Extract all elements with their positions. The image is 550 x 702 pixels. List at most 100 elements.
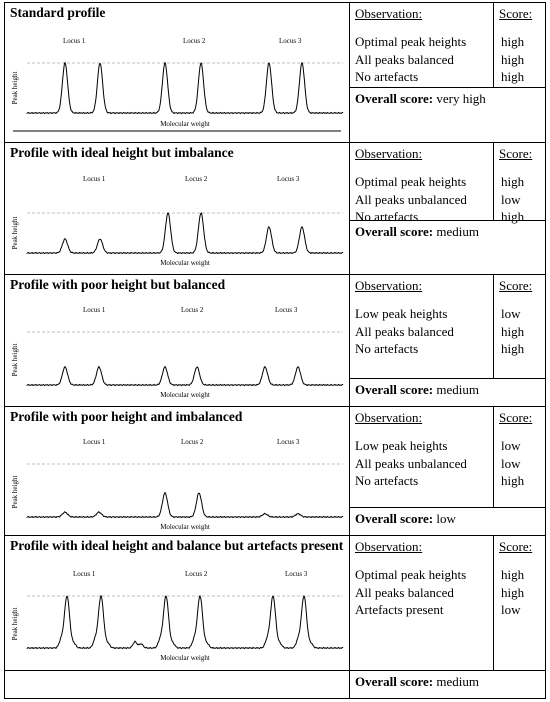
profile-cell: Profile with ideal height and balance bu… <box>5 536 350 698</box>
trace-line <box>26 594 344 650</box>
overall-score-cell: Overall score: medium <box>350 220 545 274</box>
score-cell: Score: high low high <box>494 143 545 224</box>
locus-label: Locus 1 <box>83 306 106 314</box>
overall-score-label: Overall score: <box>355 224 434 239</box>
observation-item: All peaks balanced <box>355 51 454 67</box>
overall-score-value: low <box>436 511 456 526</box>
observation-item: Optimal peak heights <box>355 34 467 49</box>
divider <box>5 670 349 671</box>
score-item: high <box>501 174 525 189</box>
score-header: Score: <box>499 539 533 554</box>
observation-header: Observation: <box>355 146 423 161</box>
score-item: high <box>501 69 525 84</box>
locus-label: Locus 2 <box>181 438 204 446</box>
profile-title: Profile with poor height and imbalanced <box>10 409 243 424</box>
observation-item: All peaks unbalanced <box>355 455 467 471</box>
observation-item: Low peak heights <box>355 438 448 453</box>
overall-score-value: medium <box>436 674 479 689</box>
overall-score-label: Overall score: <box>355 511 434 526</box>
y-axis-label: Peak height <box>11 344 19 377</box>
observation-item: Artefacts present <box>355 602 444 617</box>
observation-cell: Observation: Low peak heights All peaks … <box>350 275 494 378</box>
overall-score-cell: Overall score: low <box>350 507 545 535</box>
profile-cell: Standard profile Locus 1 Locus 2 Locus 3 Mo… <box>5 3 350 142</box>
profile-title: Standard profile <box>10 5 106 20</box>
locus-label: Locus 3 <box>277 175 300 183</box>
electropherogram: Locus 1 Locus 2 Locus 3 Molecular weight Pea… <box>11 306 344 399</box>
profile-title: Profile with ideal height and balance bu… <box>10 538 344 553</box>
locus-label: Locus 2 <box>185 570 208 578</box>
score-item: low <box>501 455 521 471</box>
score-item: high <box>501 473 525 488</box>
observation-item: Optimal peak heights <box>355 174 467 189</box>
observation-cell: Observation: Optimal peak heights All pe… <box>350 143 494 224</box>
score-header: Score: <box>499 146 533 161</box>
observation-header: Observation: <box>355 410 423 425</box>
table-row: Standard profile Locus 1 Locus 2 Locus 3 Mo… <box>5 3 545 143</box>
table-row: Profile with ideal height and balance bu… <box>5 536 545 698</box>
score-cell: Score: high high low <box>494 536 545 670</box>
score-item: low <box>501 602 521 617</box>
y-axis-label: Peak height <box>11 72 19 105</box>
observation-item: No artefacts <box>355 69 419 84</box>
observation-header: Observation: <box>355 539 423 554</box>
score-cell: Score: low high high <box>494 275 545 378</box>
score-item: high <box>501 341 525 356</box>
score-item: high <box>501 584 525 600</box>
profile-title: Profile with ideal height but imbalance <box>10 145 234 160</box>
profile-cell: Profile with ideal height but imbalance … <box>5 143 350 274</box>
locus-label: Locus 1 <box>73 570 96 578</box>
locus-label: Locus 2 <box>185 175 208 183</box>
y-axis-label: Peak height <box>11 217 19 250</box>
profile-table: Standard profile Locus 1 Locus 2 Locus 3 Mo… <box>4 2 546 699</box>
score-header: Score: <box>499 410 533 425</box>
observation-cell: Observation: Optimal peak heights All pe… <box>350 536 494 670</box>
overall-score-cell: Overall score: very high <box>350 87 545 142</box>
electropherogram: Locus 1 Locus 2 Locus 3 Molecular weight Pea… <box>11 175 344 267</box>
locus-label: Locus 1 <box>63 37 86 45</box>
electropherogram: Locus 1 Locus 2 Locus 3 Molecular weight Pea… <box>11 570 344 662</box>
score-item: high <box>501 323 525 339</box>
overall-score-value: very high <box>436 91 486 106</box>
score-item: low <box>501 438 521 453</box>
score-item: low <box>501 191 521 207</box>
observation-header: Observation: <box>355 6 423 21</box>
score-header: Score: <box>499 278 533 293</box>
score-cell: Score: high high high <box>494 3 545 87</box>
locus-label: Locus 1 <box>83 175 106 183</box>
overall-score-cell: Overall score: medium <box>350 378 545 406</box>
observation-cell: Observation: Optimal peak heights All pe… <box>350 3 494 87</box>
electropherogram: Locus 1 Locus 2 Locus 3 Molecular weight Pea… <box>11 438 344 531</box>
locus-label: Locus 1 <box>83 438 106 446</box>
profile-cell: Profile with poor height but balanced Lo… <box>5 275 350 406</box>
locus-label: Locus 2 <box>181 306 204 314</box>
observation-item: All peaks balanced <box>355 584 454 600</box>
overall-score-value: medium <box>436 382 479 397</box>
x-axis-label: Molecular weight <box>160 523 210 531</box>
locus-label: Locus 3 <box>279 37 302 45</box>
observation-item: No artefacts <box>355 341 419 356</box>
observation-item: No artefacts <box>355 473 419 488</box>
overall-score-value: medium <box>436 224 479 239</box>
profile-title: Profile with poor height but balanced <box>10 277 226 292</box>
locus-label: Locus 3 <box>285 570 308 578</box>
table-row: Profile with ideal height but imbalance … <box>5 143 545 275</box>
observation-cell: Observation: Low peak heights All peaks … <box>350 407 494 507</box>
score-item: low <box>501 306 521 321</box>
observation-item: All peaks balanced <box>355 323 454 339</box>
score-item: high <box>501 51 525 67</box>
observation-item: All peaks unbalanced <box>355 191 467 207</box>
y-axis-label: Peak height <box>11 608 19 641</box>
overall-score-cell: Overall score: medium <box>350 670 545 698</box>
score-item: high <box>501 567 525 582</box>
score-cell: Score: low low high <box>494 407 545 507</box>
locus-label: Locus 3 <box>275 306 298 314</box>
x-axis-label: Molecular weight <box>160 654 210 662</box>
score-item: high <box>501 34 525 49</box>
trace-line <box>26 491 344 519</box>
x-axis-label: Molecular weight <box>160 120 210 128</box>
trace-line <box>26 366 344 387</box>
profile-cell: Profile with poor height and imbalanced … <box>5 407 350 535</box>
electropherogram: Locus 1 Locus 2 Locus 3 Molecular weight Pea… <box>11 37 344 132</box>
trace-line <box>26 212 344 255</box>
